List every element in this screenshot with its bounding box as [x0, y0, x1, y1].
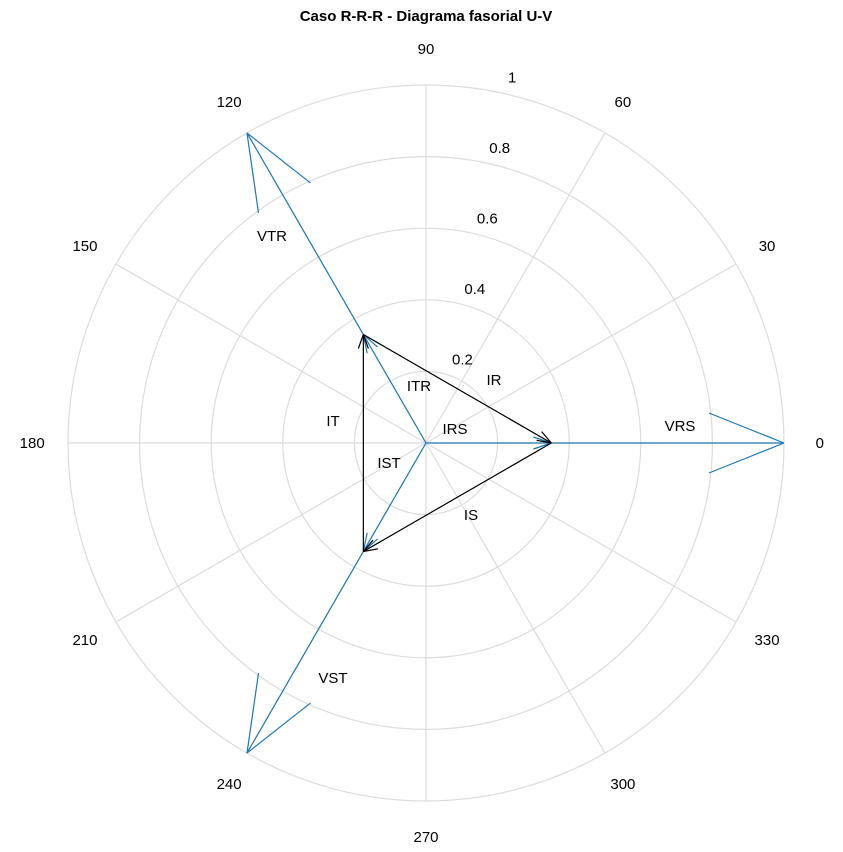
theta-tick-label: 300	[610, 776, 635, 793]
grid-spoke	[425, 442, 737, 623]
voltage-arrowhead	[246, 132, 260, 214]
current-component-arrowhead	[362, 532, 368, 552]
chart-title: Caso R-R-R - Diagrama fasorial U-V	[299, 8, 553, 25]
vrs-label: VRS	[665, 418, 696, 435]
theta-tick-label: 240	[217, 776, 242, 793]
theta-tick-label: 330	[755, 632, 780, 649]
current-component-arrowhead	[362, 334, 378, 348]
vst-label: VST	[318, 670, 347, 687]
line-current-arrowhead	[362, 539, 374, 552]
voltage-phasor	[246, 442, 427, 754]
ir-label: IR	[487, 372, 502, 389]
grid-spoke	[115, 263, 427, 444]
grid-spoke	[425, 442, 606, 754]
r-tick-label: 0.6	[477, 210, 498, 227]
theta-tick-label: 210	[72, 632, 97, 649]
r-tick-label: 0.2	[452, 351, 473, 368]
theta-tick-label: 90	[418, 41, 435, 58]
line-current	[363, 333, 552, 444]
line-current-arrowhead	[362, 334, 369, 349]
voltage-phasor	[246, 132, 427, 444]
line-current-arrowhead	[541, 431, 552, 444]
r-tick-label: 1	[508, 69, 516, 86]
line-current-arrowhead	[357, 334, 364, 349]
line-current-arrowhead	[363, 548, 379, 553]
theta-tick-label: 150	[72, 238, 97, 255]
voltage-arrowhead	[246, 672, 260, 754]
grid-spoke	[425, 132, 606, 444]
theta-tick-label: 120	[217, 94, 242, 111]
theta-tick-label: 180	[20, 435, 45, 452]
r-tick-label: 0.4	[464, 281, 485, 298]
phasors	[246, 132, 785, 754]
irs-label: IRS	[442, 421, 467, 438]
line-current-arrowhead	[536, 439, 552, 444]
theta-tick-label: 30	[759, 238, 776, 255]
theta-tick-label: 60	[615, 94, 632, 111]
phasor-labels: VRS VTR VST IRS ITR IST IR IS IT	[257, 228, 695, 687]
itr-label: ITR	[407, 378, 431, 395]
voltage-arrowhead	[246, 132, 311, 184]
tick-labels: 0 30 60 90 120 150 180 210 240 270 300 330 0.2 0.4 0.6…	[20, 41, 824, 846]
grid-spoke	[115, 442, 427, 623]
line-current	[363, 442, 552, 553]
r-tick-label: 0.8	[489, 140, 510, 157]
vtr-label: VTR	[257, 228, 287, 245]
theta-tick-label: 0	[816, 435, 824, 452]
voltage-arrowhead	[246, 702, 311, 754]
current-component-arrowhead	[533, 442, 552, 450]
it-label: IT	[326, 413, 339, 430]
is-label: IS	[464, 507, 478, 524]
voltage-arrowhead	[708, 412, 785, 444]
grid-spoke	[425, 263, 737, 444]
theta-tick-label: 270	[413, 829, 438, 846]
voltage-arrowhead	[708, 442, 785, 474]
ist-label: IST	[377, 455, 400, 472]
